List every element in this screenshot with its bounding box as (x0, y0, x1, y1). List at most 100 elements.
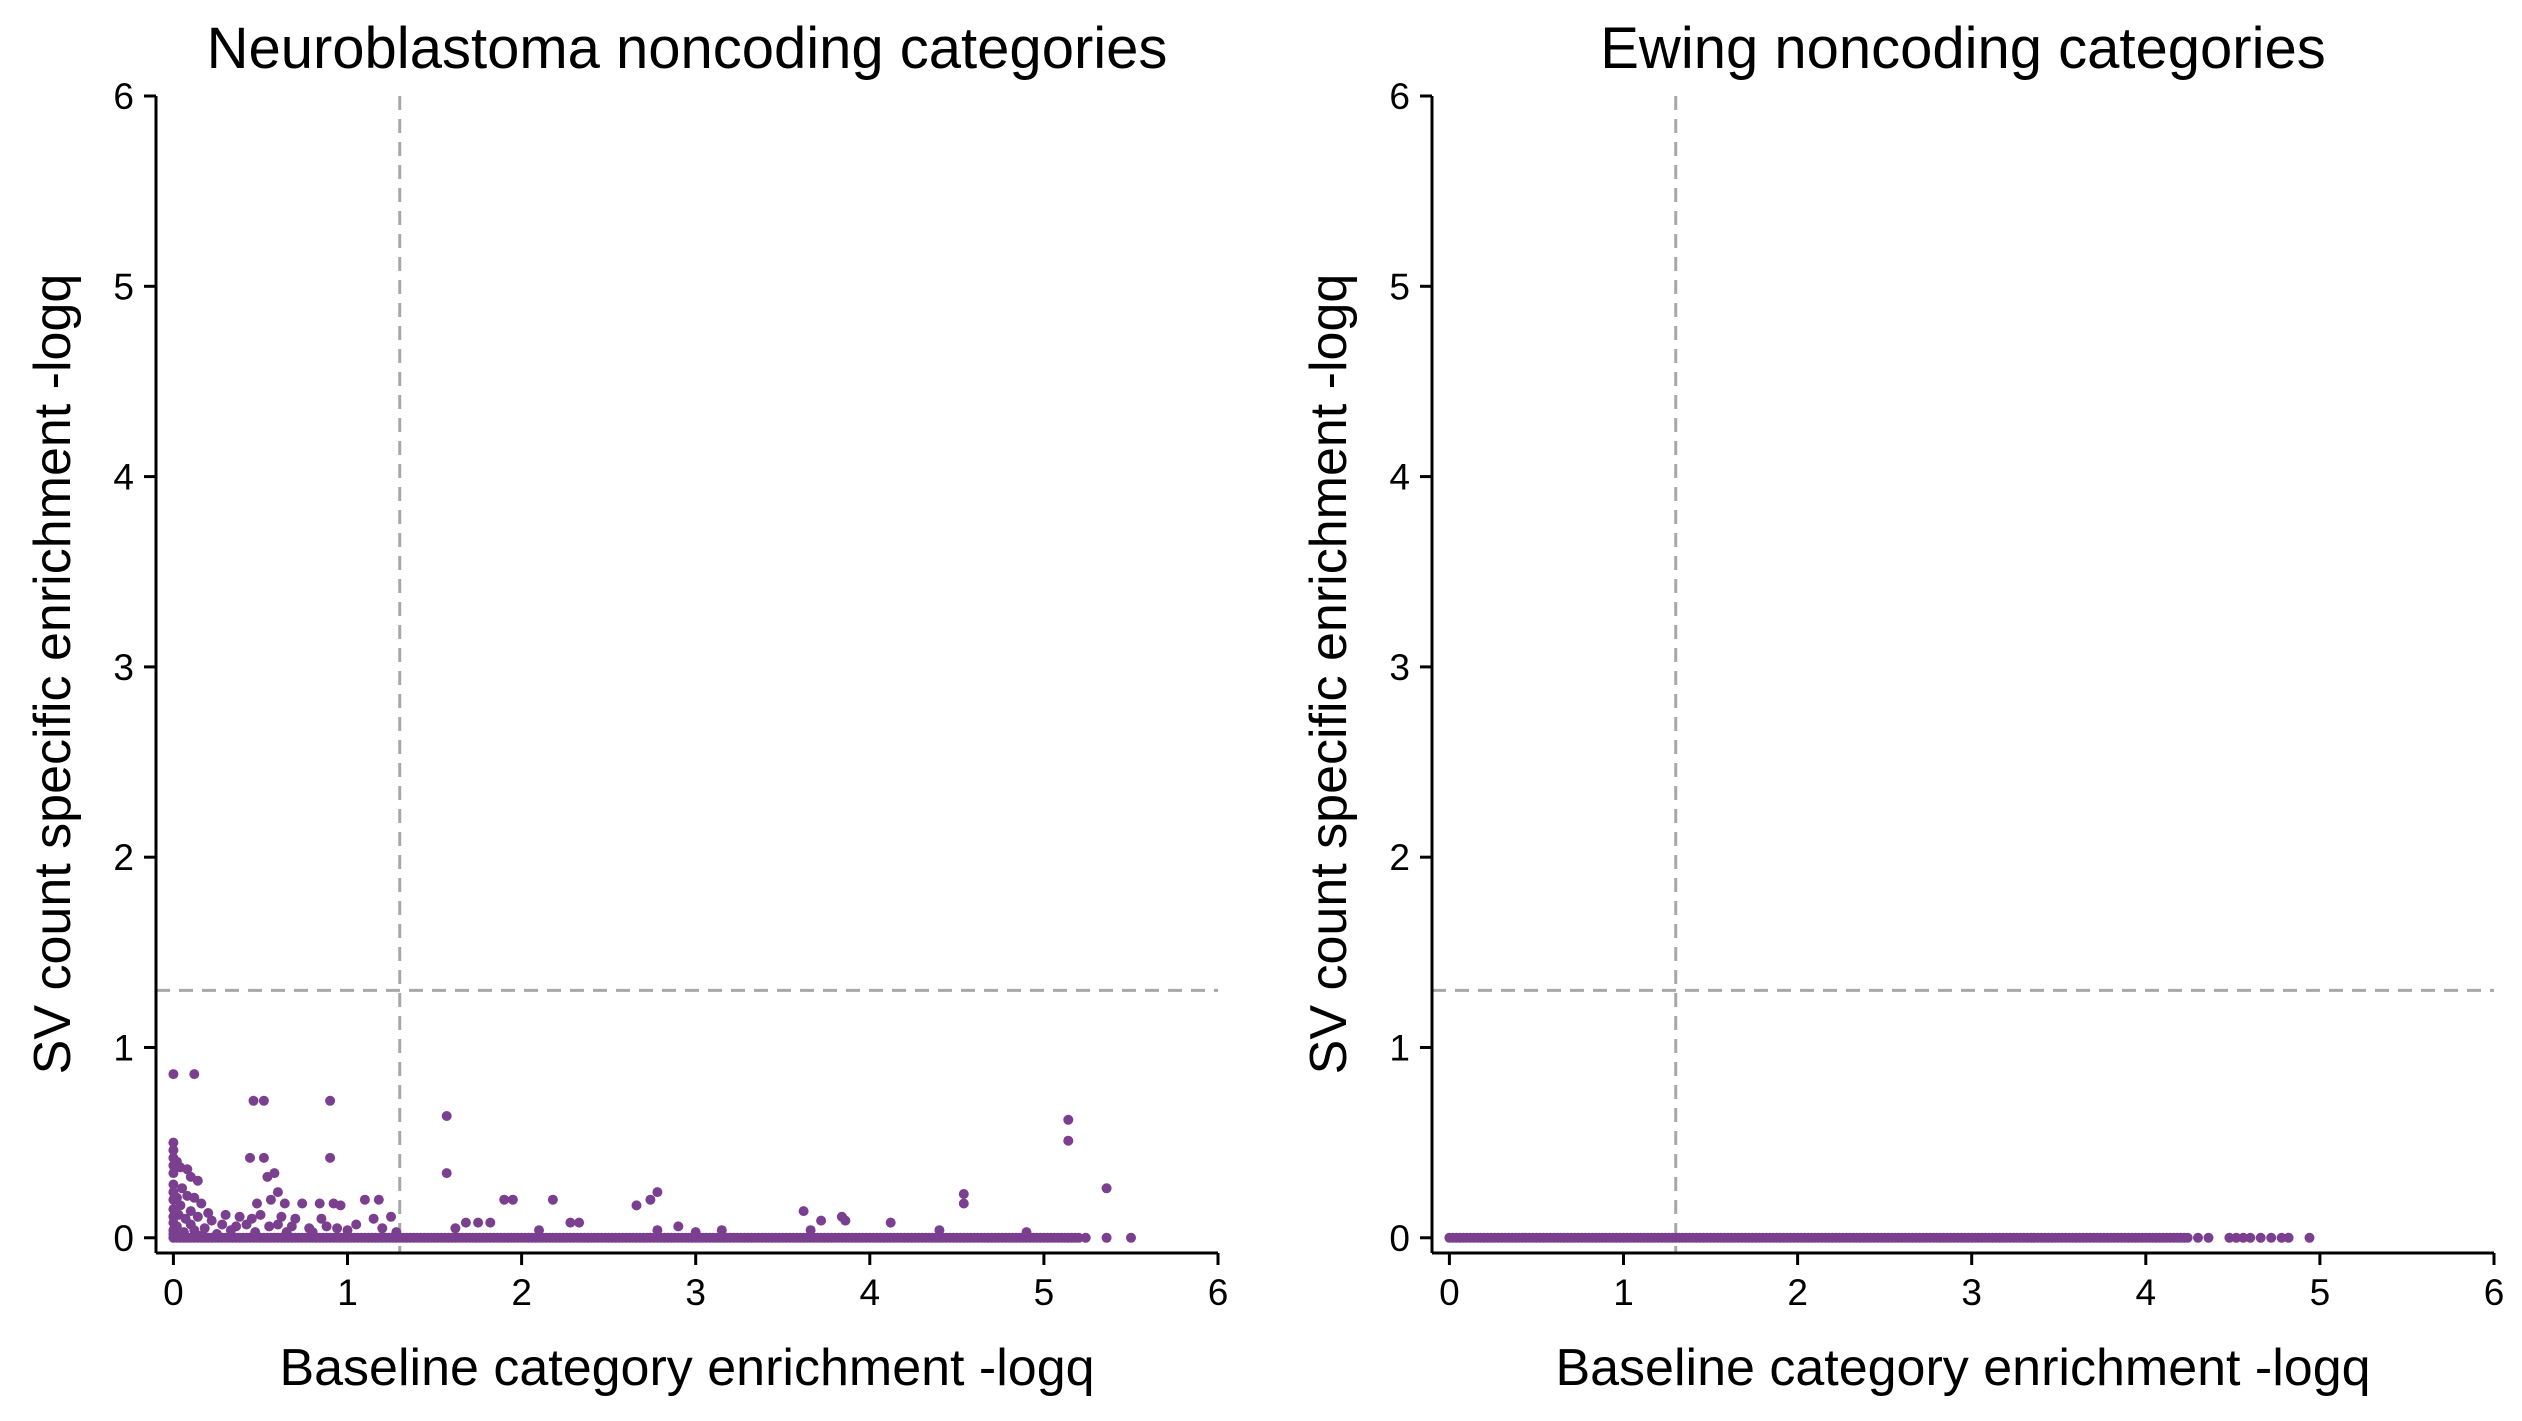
data-point (386, 1211, 396, 1222)
data-point (652, 1225, 663, 1236)
data-point (203, 1208, 214, 1218)
data-point (1063, 1135, 1074, 1146)
data-point (272, 1219, 283, 1230)
data-point (168, 1194, 179, 1205)
data-point (2182, 1232, 2193, 1243)
chart-title: Ewing noncoding categories (1600, 16, 2325, 81)
data-point (265, 1194, 276, 1205)
data-point (816, 1215, 827, 1226)
data-point (2304, 1232, 2315, 1243)
x-tick-label: 0 (1439, 1272, 1460, 1313)
y-tick-label: 4 (113, 457, 134, 498)
data-point (314, 1198, 325, 1209)
x-tick-label: 4 (860, 1272, 881, 1313)
data-point (652, 1187, 663, 1198)
data-point (272, 1187, 283, 1198)
chart-title: Neuroblastoma noncoding categories (207, 16, 1168, 81)
x-tick-label: 1 (337, 1272, 358, 1313)
data-point (840, 1215, 851, 1226)
x-tick-label: 5 (1034, 1272, 1055, 1313)
y-tick-label: 5 (1389, 266, 1410, 307)
data-point (547, 1194, 558, 1205)
data-point (1101, 1183, 1112, 1194)
data-point (798, 1206, 809, 1217)
data-point (211, 1229, 222, 1239)
y-tick-label: 2 (1389, 837, 1410, 878)
x-axis-label: Baseline category enrichment -logq (1555, 1339, 2370, 1397)
data-point (631, 1200, 642, 1211)
x-tick-label: 0 (163, 1272, 184, 1313)
data-point (335, 1200, 346, 1211)
y-tick-label: 0 (1389, 1218, 1410, 1259)
data-point (220, 1209, 231, 1220)
data-point (192, 1175, 203, 1186)
data-point (2203, 1232, 2214, 1243)
data-point (673, 1221, 684, 1232)
data-point (264, 1221, 275, 1232)
data-point (177, 1183, 188, 1194)
data-point (225, 1225, 236, 1236)
data-point (189, 1069, 200, 1080)
data-point (245, 1152, 255, 1163)
data-point (217, 1219, 228, 1230)
data-point (316, 1213, 327, 1224)
data-point (1073, 1232, 1084, 1243)
x-tick-label: 5 (2310, 1272, 2331, 1313)
data-point (441, 1168, 452, 1179)
data-point (460, 1217, 471, 1228)
x-tick-label: 2 (511, 1272, 532, 1313)
y-tick-label: 3 (113, 647, 134, 688)
data-point (182, 1164, 193, 1175)
data-point (168, 1069, 179, 1080)
data-point (934, 1225, 945, 1236)
data-point (574, 1217, 585, 1228)
data-point (290, 1213, 301, 1224)
data-point (507, 1194, 518, 1205)
y-tick-label: 6 (1389, 76, 1410, 117)
data-point (805, 1225, 816, 1236)
data-point (2276, 1232, 2287, 1243)
data-point (279, 1198, 290, 1209)
x-tick-label: 4 (2136, 1272, 2157, 1313)
data-point (173, 1230, 184, 1241)
x-tick-label: 3 (1961, 1272, 1982, 1313)
data-point (2224, 1232, 2235, 1243)
data-point (885, 1217, 896, 1228)
data-point (450, 1223, 461, 1234)
data-point (485, 1217, 496, 1228)
y-tick-label: 0 (113, 1218, 134, 1259)
data-point (234, 1211, 245, 1222)
data-point (321, 1221, 332, 1232)
data-point (281, 1227, 292, 1238)
data-point (359, 1194, 370, 1205)
data-point (1126, 1232, 1136, 1243)
panel-neuroblastoma: Neuroblastoma noncoding categories SV co… (24, 16, 1228, 1397)
y-tick-label: 3 (1389, 647, 1410, 688)
data-point (252, 1198, 262, 1209)
data-point (1063, 1114, 1074, 1125)
data-point (168, 1137, 179, 1148)
y-tick-label: 4 (1389, 457, 1410, 498)
data-point (1080, 1232, 1091, 1243)
data-point (241, 1219, 252, 1230)
data-point (2266, 1232, 2277, 1243)
data-point (2193, 1232, 2203, 1243)
y-tick-label: 2 (113, 837, 134, 878)
data-point (276, 1211, 287, 1222)
x-axis-label: Baseline category enrichment -logq (279, 1339, 1094, 1397)
y-axis-label: SV count specific enrichment -logq (1300, 274, 1358, 1075)
data-point (262, 1171, 273, 1182)
data-point (194, 1230, 205, 1241)
data-point (325, 1152, 336, 1163)
y-axis-label: SV count specific enrichment -logq (24, 274, 82, 1075)
data-point (325, 1095, 336, 1106)
data-point (250, 1227, 261, 1238)
data-point (307, 1227, 318, 1238)
data-point (441, 1111, 452, 1121)
data-point (534, 1225, 544, 1236)
data-point (342, 1225, 353, 1236)
data-point (690, 1227, 701, 1238)
data-point (2231, 1232, 2242, 1243)
y-tick-label: 1 (113, 1027, 134, 1068)
